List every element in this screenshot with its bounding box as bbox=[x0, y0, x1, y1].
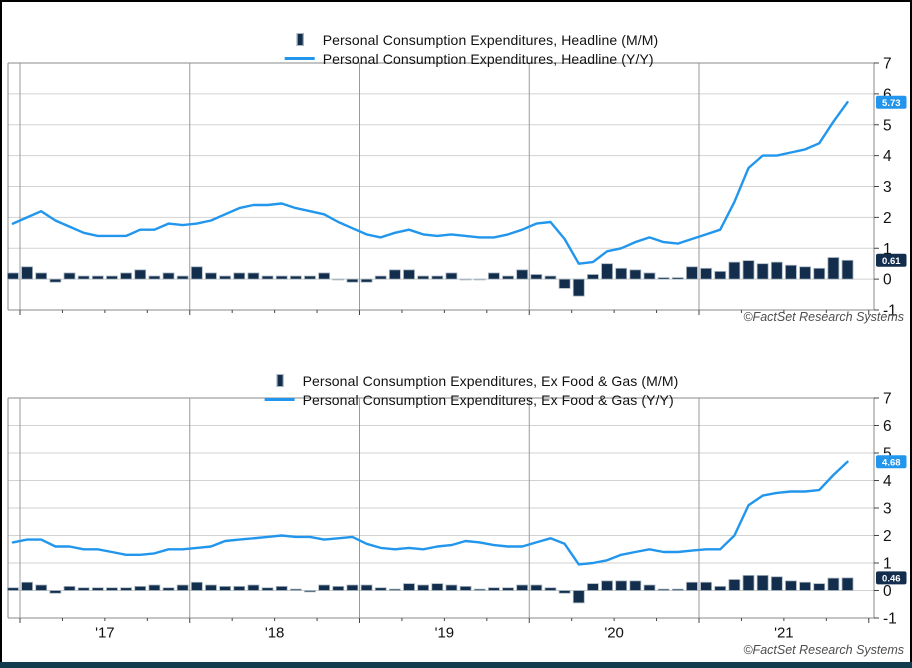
last-value-callout: 5.73 bbox=[876, 95, 907, 109]
svg-text:'20: '20 bbox=[604, 625, 624, 642]
x-axis-ticks bbox=[19, 310, 870, 315]
svg-text:5: 5 bbox=[883, 117, 892, 134]
factset-attribution-bottom: ©FactSet Research Systems bbox=[743, 643, 904, 657]
last-value-callout: 0.46 bbox=[876, 571, 907, 585]
x-axis-ticks bbox=[19, 618, 870, 623]
svg-text:'21: '21 bbox=[774, 625, 794, 642]
legend-item-headline-mm: Personal Consumption Expenditures, Headl… bbox=[282, 31, 659, 48]
svg-text:3: 3 bbox=[883, 179, 892, 196]
mm-bars bbox=[7, 257, 854, 297]
bar-swatch-icon bbox=[282, 33, 318, 46]
legend-label-core-mm: Personal Consumption Expenditures, Ex Fo… bbox=[302, 372, 679, 389]
ex-food-gas-panel: 7 6 5 4 3 2 1 0 -1 0.46 4.68 '17 '18 '19 '20 '21 bbox=[7, 391, 907, 642]
svg-text:4: 4 bbox=[883, 473, 892, 490]
factset-attribution-top: ©FactSet Research Systems bbox=[743, 310, 904, 324]
legend-label-headline-mm: Personal Consumption Expenditures, Headl… bbox=[322, 31, 659, 48]
frame-border-right bbox=[910, 0, 912, 668]
svg-text:6: 6 bbox=[883, 418, 892, 435]
svg-text:4: 4 bbox=[883, 148, 892, 165]
legend-label-core-yy: Personal Consumption Expenditures, Ex Fo… bbox=[302, 391, 674, 408]
svg-text:2: 2 bbox=[883, 210, 892, 227]
svg-text:6: 6 bbox=[883, 86, 892, 103]
svg-text:4.68: 4.68 bbox=[882, 458, 901, 469]
line-swatch-icon bbox=[262, 398, 298, 401]
legend-label-headline-yy: Personal Consumption Expenditures, Headl… bbox=[322, 50, 654, 67]
svg-text:2: 2 bbox=[883, 528, 892, 545]
legend-ex-food-gas: Personal Consumption Expenditures, Ex Fo… bbox=[262, 372, 679, 408]
bar-swatch-icon bbox=[262, 374, 298, 387]
svg-text:7: 7 bbox=[883, 56, 892, 73]
svg-text:0: 0 bbox=[883, 583, 892, 600]
svg-text:7: 7 bbox=[883, 391, 892, 408]
mm-bars bbox=[7, 574, 854, 604]
x-axis-labels: '17 '18 '19 '20 '21 bbox=[95, 625, 794, 642]
svg-text:'17: '17 bbox=[95, 625, 115, 642]
svg-text:5: 5 bbox=[883, 446, 892, 463]
yy-line bbox=[11, 100, 849, 265]
svg-text:0: 0 bbox=[883, 272, 892, 289]
gridlines bbox=[7, 62, 875, 311]
svg-text:-1: -1 bbox=[883, 611, 897, 628]
svg-text:1: 1 bbox=[883, 241, 892, 258]
headline-panel: 7 6 5 4 3 2 1 0 -1 0.61 5.73 bbox=[7, 56, 907, 320]
y-axis-labels: 7 6 5 4 3 2 1 0 -1 bbox=[874, 391, 897, 628]
footer-bar bbox=[0, 662, 912, 668]
svg-text:1: 1 bbox=[883, 556, 892, 573]
frame-border-left bbox=[0, 0, 2, 668]
line-swatch-icon bbox=[282, 57, 318, 60]
y-axis-labels: 7 6 5 4 3 2 1 0 -1 bbox=[874, 56, 897, 320]
svg-text:0.61: 0.61 bbox=[882, 256, 901, 267]
legend-item-core-mm: Personal Consumption Expenditures, Ex Fo… bbox=[262, 372, 679, 389]
last-value-callout: 0.61 bbox=[876, 253, 907, 267]
legend-headline: Personal Consumption Expenditures, Headl… bbox=[282, 31, 659, 67]
last-value-callout: 4.68 bbox=[876, 455, 907, 469]
legend-item-core-yy: Personal Consumption Expenditures, Ex Fo… bbox=[262, 391, 679, 408]
svg-text:-1: -1 bbox=[883, 303, 897, 320]
svg-text:3: 3 bbox=[883, 501, 892, 518]
svg-text:'19: '19 bbox=[435, 625, 455, 642]
svg-text:0.46: 0.46 bbox=[882, 574, 901, 585]
svg-text:'18: '18 bbox=[265, 625, 285, 642]
frame-border-top bbox=[0, 0, 912, 2]
legend-item-headline-yy: Personal Consumption Expenditures, Headl… bbox=[282, 50, 659, 67]
yy-line bbox=[11, 460, 849, 566]
svg-text:5.73: 5.73 bbox=[882, 98, 901, 109]
